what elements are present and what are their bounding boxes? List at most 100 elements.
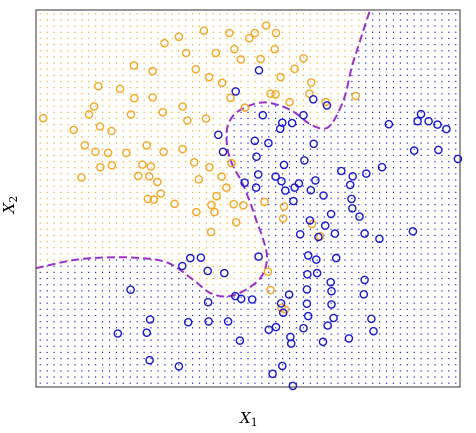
grid-dot-blue [302, 308, 304, 310]
grid-dot-orange [295, 80, 298, 83]
grid-dot-blue [261, 358, 263, 360]
grid-dot-orange [39, 13, 41, 15]
grid-dot-blue [372, 333, 374, 335]
data-point-blue [330, 229, 340, 238]
grid-dot-blue [323, 142, 325, 144]
data-point-orange [238, 200, 248, 210]
grid-dot-blue [74, 277, 76, 280]
grid-dot-blue [399, 148, 401, 150]
grid-dot-orange [178, 197, 180, 200]
grid-dot-blue [39, 284, 41, 286]
grid-dot-blue [420, 74, 422, 76]
grid-dot-blue [365, 364, 367, 366]
grid-dot-blue [275, 160, 277, 163]
grid-dot-blue [392, 148, 395, 150]
grid-dot-blue [372, 148, 374, 150]
grid-dot-blue [455, 99, 457, 101]
grid-dot-blue [74, 382, 76, 384]
grid-dot-blue [254, 308, 256, 310]
grid-dot-orange [240, 271, 242, 273]
grid-dot-blue [88, 296, 90, 298]
grid-dot-orange [240, 234, 242, 237]
grid-dot-orange [198, 117, 201, 120]
grid-dot-orange [67, 50, 69, 52]
grid-dot-blue [143, 296, 145, 298]
grid-dot-blue [413, 339, 415, 341]
grid-dot-orange [88, 136, 90, 138]
grid-dot-orange [282, 99, 284, 101]
grid-dot-blue [337, 364, 339, 366]
grid-dot-blue [88, 376, 90, 378]
grid-dot-orange [185, 191, 187, 193]
grid-dot-blue [392, 302, 395, 304]
grid-dot-blue [441, 185, 443, 187]
grid-dot-orange [101, 216, 104, 218]
grid-dot-blue [136, 339, 138, 341]
grid-dot-orange [53, 179, 55, 181]
grid-dot-orange [157, 210, 159, 212]
grid-dot-blue [171, 314, 173, 317]
grid-dot-blue [330, 296, 332, 298]
grid-dot-blue [288, 160, 291, 163]
grid-dot-blue [441, 358, 443, 360]
grid-dot-blue [261, 210, 263, 212]
grid-dot-blue [233, 142, 235, 144]
grid-dot-orange [101, 56, 104, 58]
grid-dot-blue [150, 376, 152, 378]
grid-dot-blue [399, 351, 401, 354]
grid-dot-orange [344, 56, 346, 58]
data-point-orange [266, 285, 275, 295]
grid-dot-blue [129, 358, 131, 360]
grid-dot-orange [178, 43, 180, 46]
grid-dot-blue [351, 105, 353, 107]
grid-dot-orange [212, 247, 214, 249]
grid-dot-orange [302, 37, 304, 39]
grid-dot-blue [455, 327, 457, 329]
grid-dot-orange [247, 277, 249, 280]
data-point-blue [331, 253, 341, 263]
grid-dot-blue [399, 333, 401, 335]
grid-dot-blue [39, 277, 41, 280]
grid-dot-blue [413, 210, 415, 212]
grid-dot-blue [337, 296, 339, 298]
grid-dot-orange [185, 173, 187, 175]
grid-dot-blue [143, 358, 145, 360]
grid-dot-orange [205, 124, 208, 126]
grid-dot-orange [330, 111, 332, 113]
grid-dot-orange [122, 167, 124, 169]
grid-dot-blue [385, 284, 388, 286]
grid-dot-blue [434, 271, 436, 273]
grid-dot-blue [413, 13, 415, 15]
grid-dot-blue [413, 228, 415, 230]
grid-dot-orange [67, 210, 69, 212]
grid-dot-blue [448, 74, 450, 76]
grid-dot-blue [60, 290, 62, 292]
grid-dot-blue [420, 62, 422, 64]
grid-dot-blue [365, 210, 367, 212]
grid-dot-blue [212, 296, 214, 298]
grid-dot-orange [88, 80, 90, 83]
grid-dot-orange [143, 117, 145, 120]
grid-dot-blue [302, 370, 304, 372]
grid-dot-blue [268, 241, 270, 243]
grid-dot-orange [95, 253, 97, 255]
grid-dot-blue [406, 148, 408, 150]
grid-dot-orange [185, 99, 187, 101]
grid-dot-orange [254, 50, 256, 52]
grid-dot-blue [413, 111, 415, 113]
grid-dot-blue [420, 19, 422, 21]
grid-dot-orange [240, 191, 242, 193]
grid-dot-blue [108, 351, 111, 354]
grid-dot-blue [282, 376, 284, 378]
grid-dot-orange [108, 74, 111, 76]
grid-dot-blue [101, 314, 104, 317]
grid-dot-blue [448, 247, 450, 249]
grid-dot-orange [157, 19, 159, 21]
grid-dot-orange [95, 247, 97, 249]
grid-dot-orange [122, 43, 124, 46]
grid-dot-orange [205, 111, 208, 113]
grid-dot-orange [143, 87, 145, 89]
grid-dot-blue [254, 105, 256, 107]
grid-dot-blue [205, 351, 208, 354]
grid-dot-orange [205, 204, 208, 206]
